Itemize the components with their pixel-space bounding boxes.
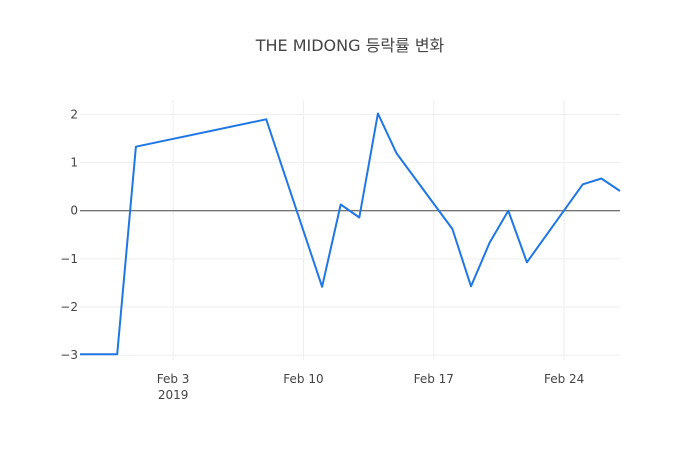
series-layer xyxy=(80,114,620,355)
x-tick-label: Feb 24 xyxy=(544,372,584,386)
y-tick-label: 1 xyxy=(70,156,78,170)
x-tick-label: Feb 17 xyxy=(414,372,454,386)
y-tick-label: −1 xyxy=(60,252,78,266)
x-tick-label: Feb 3 xyxy=(157,372,190,386)
y-tick-label: −2 xyxy=(60,300,78,314)
grid-layer xyxy=(80,100,620,360)
x-tick-year-label: 2019 xyxy=(158,388,189,402)
x-tick-label: Feb 10 xyxy=(283,372,323,386)
y-tick-label: 0 xyxy=(70,204,78,218)
y-tick-label: 2 xyxy=(70,107,78,121)
series-line xyxy=(80,114,620,355)
axis-layer: 2 1 0 −1 −2 −3 Feb 3 2019 Feb 10 Feb 17 Feb 24 xyxy=(60,107,620,402)
y-tick-label: −3 xyxy=(60,348,78,362)
